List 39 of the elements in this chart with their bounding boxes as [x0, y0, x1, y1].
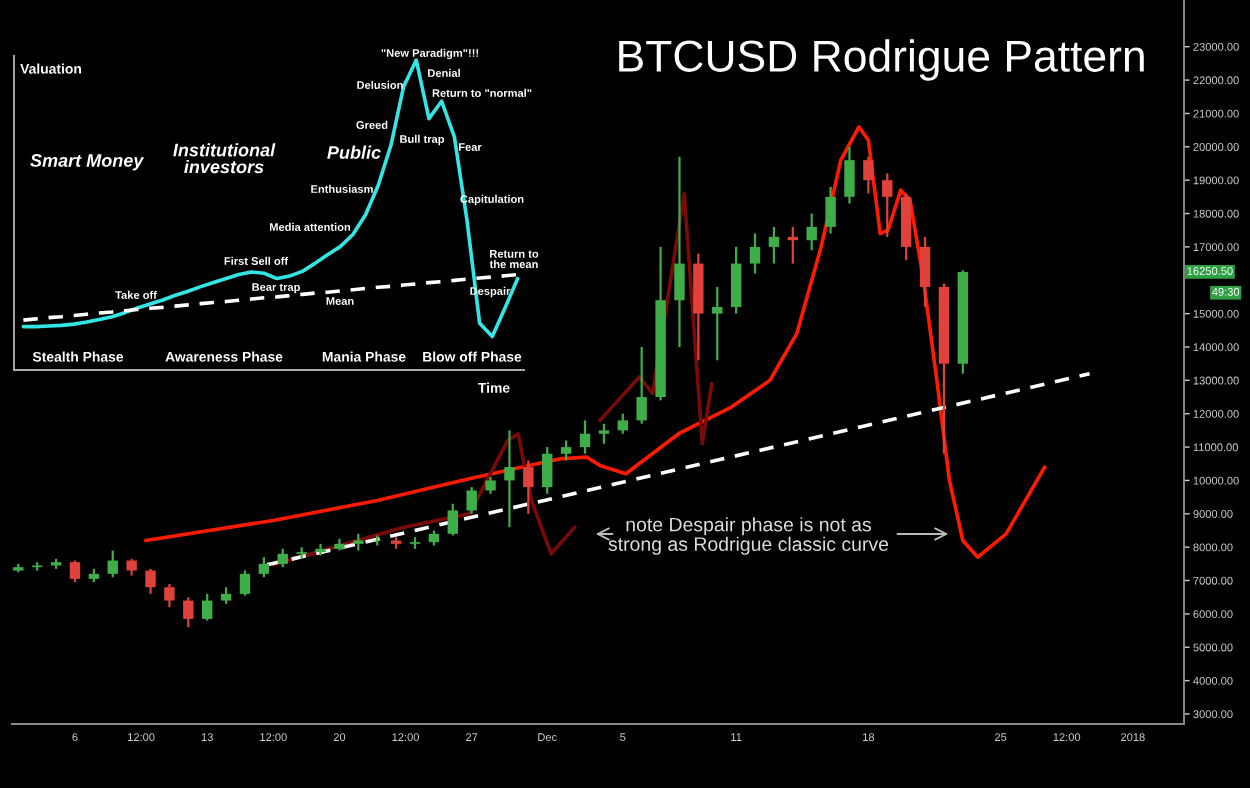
candlestick [674, 155, 685, 349]
annotation: Institutional investors [173, 143, 276, 174]
candlestick [863, 155, 874, 195]
candlestick [164, 582, 175, 609]
candlestick [825, 185, 836, 235]
candlestick [712, 285, 723, 362]
candlestick [523, 459, 534, 515]
candlestick [882, 172, 893, 238]
candlestick [504, 429, 515, 529]
candlestick [598, 422, 610, 445]
candlestick [560, 439, 572, 462]
candlestick [579, 419, 591, 455]
candlestick [466, 486, 477, 515]
candlestick [542, 445, 553, 495]
candlestick [617, 412, 628, 435]
annotation: note Despair phase is not as strong as Rodrigue classic curve [608, 517, 889, 555]
candlestick [749, 232, 761, 275]
annotation: Public [327, 145, 381, 159]
candlestick [636, 345, 647, 425]
candlestick [202, 592, 213, 622]
candlestick [239, 569, 251, 597]
candlestick [69, 559, 81, 584]
candlestick [844, 145, 855, 205]
line-series [144, 124, 1047, 559]
candlestick [447, 502, 458, 537]
candlestick [107, 549, 118, 579]
annotation: Smart Money [30, 154, 145, 171]
candlestick [730, 245, 742, 315]
line-series [271, 431, 577, 567]
candlestick [145, 567, 156, 595]
line-series [598, 191, 714, 446]
candlestick [919, 235, 931, 309]
text: BTCUSD Rodrigue Pattern [619, 39, 1144, 81]
candlestick [315, 542, 326, 557]
candlestick [258, 556, 270, 579]
candlestick [277, 547, 288, 569]
candlestick [768, 225, 780, 265]
candlestick [806, 212, 817, 252]
candlestick [183, 596, 194, 629]
